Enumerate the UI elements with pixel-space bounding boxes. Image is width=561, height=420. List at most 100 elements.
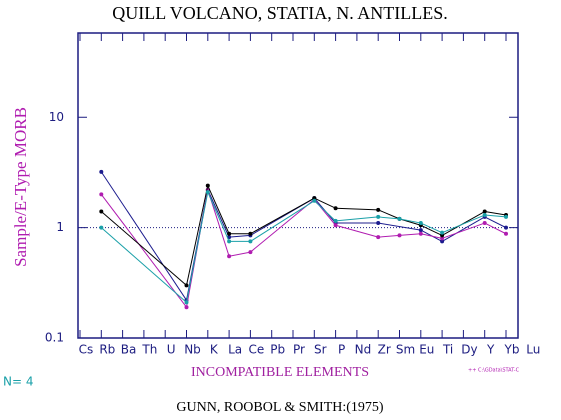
data-point — [376, 214, 381, 219]
series-segment — [378, 216, 400, 220]
data-point — [440, 239, 445, 244]
x-tick-label: Dy — [461, 343, 477, 357]
y-tick-label: 0.1 — [45, 331, 64, 345]
x-tick-label: Pb — [270, 343, 285, 357]
x-tick-label: P — [338, 343, 345, 357]
x-tick-label: K — [210, 343, 219, 357]
data-point — [376, 207, 381, 212]
x-tick-label: Ce — [249, 343, 265, 357]
data-point — [205, 190, 210, 195]
series-segment — [335, 207, 379, 211]
x-tick-label: Yb — [504, 343, 520, 357]
x-tick-label: La — [228, 343, 242, 357]
data-point — [184, 300, 189, 305]
data-point — [440, 236, 445, 241]
series-segment — [186, 191, 209, 303]
data-point — [99, 225, 104, 230]
series-segment — [207, 191, 230, 242]
data-point — [397, 233, 402, 238]
series-segment — [378, 222, 421, 231]
series-segment — [229, 234, 251, 238]
series-segment — [100, 171, 187, 301]
data-point — [482, 209, 487, 214]
series-segment — [484, 222, 507, 235]
data-point — [418, 221, 423, 226]
data-point — [248, 231, 253, 236]
data-point — [248, 250, 253, 255]
series-segment — [441, 214, 485, 234]
data-point — [184, 283, 189, 288]
series-segment — [378, 209, 400, 220]
y-tick-label: 1 — [56, 220, 64, 234]
source-note: GUNN, ROOBOL & SMITH:(1975) — [176, 400, 383, 415]
series-segment — [314, 197, 336, 209]
series-segment — [441, 222, 485, 239]
series-segment — [250, 197, 315, 235]
x-tick-label: Ba — [121, 343, 137, 357]
data-point — [227, 239, 232, 244]
series-segment — [399, 218, 421, 224]
x-axis-label: INCOMPATIBLE ELEMENTS — [191, 365, 369, 380]
series-segment — [313, 200, 336, 222]
y-axis-label: Sample/E-Type MORB — [11, 107, 30, 267]
data-point — [376, 235, 381, 240]
data-point — [312, 198, 317, 203]
data-point — [397, 216, 402, 221]
x-tick-label: Lu — [526, 343, 540, 357]
series-segment — [100, 211, 187, 286]
data-point — [99, 209, 104, 214]
data-point — [504, 214, 508, 219]
y-tick-label: 10 — [49, 110, 64, 124]
series-segment — [484, 216, 507, 229]
series-segment — [335, 216, 379, 222]
data-point — [418, 228, 423, 233]
series-segment — [484, 214, 507, 218]
series-segment — [484, 211, 507, 216]
x-tick-label: Cs — [79, 343, 94, 357]
data-point — [227, 254, 232, 259]
series-segment — [250, 199, 315, 253]
data-point — [482, 213, 487, 218]
x-tick-label: U — [167, 343, 176, 357]
x-tick-label: Nd — [355, 343, 372, 357]
series-segment — [207, 185, 230, 234]
data-point — [184, 305, 189, 310]
x-tick-label: Sr — [314, 343, 327, 357]
data-point — [376, 221, 381, 226]
x-tick-label: Eu — [419, 343, 434, 357]
data-point — [248, 239, 253, 244]
data-point — [504, 231, 508, 236]
series-segment — [335, 224, 379, 238]
data-point — [333, 223, 338, 228]
series-segment — [100, 194, 187, 308]
series-segment — [420, 233, 443, 239]
data-point — [99, 192, 104, 197]
data-point — [99, 169, 104, 174]
plot-frame — [77, 32, 519, 339]
series-segment — [420, 222, 443, 234]
data-point — [227, 231, 232, 236]
x-tick-label: Y — [486, 343, 495, 357]
x-tick-label: Nb — [184, 343, 201, 357]
x-tick-label: Ti — [442, 343, 453, 357]
data-point — [333, 218, 338, 223]
data-point — [333, 206, 338, 211]
data-point — [504, 225, 508, 230]
data-point — [440, 233, 445, 238]
data-point — [482, 221, 487, 226]
series-segment — [378, 234, 400, 238]
x-tick-label: Sm — [396, 343, 415, 357]
x-tick-label: Pr — [293, 343, 305, 357]
x-tick-label: Rb — [99, 343, 115, 357]
series-segment — [250, 200, 315, 242]
n-count: N= 4 — [3, 375, 33, 389]
series-segment — [186, 185, 209, 286]
file-note: ++ C:\GData\STAT-C — [468, 368, 520, 374]
data-point — [418, 231, 423, 236]
series-segment — [100, 227, 187, 303]
series-segment — [399, 233, 421, 236]
data-point — [205, 183, 210, 188]
series-segment — [441, 216, 485, 242]
data-point — [440, 230, 445, 235]
